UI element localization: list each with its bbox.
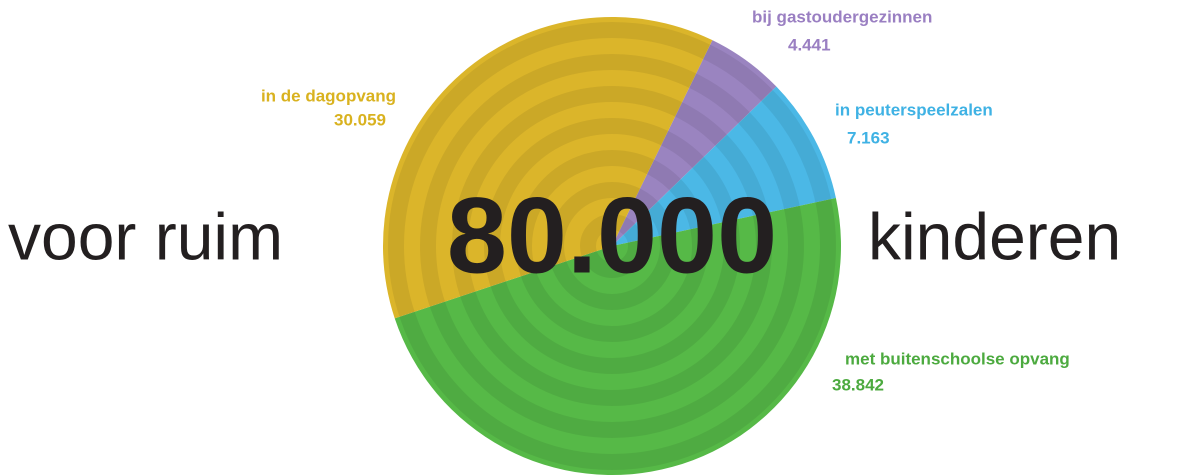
- slice-label: in peuterspeelzalen: [835, 100, 993, 119]
- wedge: [383, 17, 713, 319]
- ring: [580, 214, 644, 278]
- text-right: kinderen: [868, 199, 1121, 273]
- wedge: [612, 40, 777, 246]
- ring: [452, 86, 772, 406]
- ring: [516, 150, 708, 342]
- slice-label: met buitenschoolse opvang: [845, 349, 1070, 368]
- ring: [548, 182, 676, 310]
- wedge: [394, 197, 841, 475]
- slice-value: 4.441: [788, 35, 831, 54]
- slice-value: 38.842: [832, 375, 884, 394]
- slice-label: bij gastoudergezinnen: [752, 7, 932, 26]
- slice-value: 30.059: [334, 110, 386, 129]
- ring-overlay: [388, 22, 836, 470]
- total-label: 80.000: [447, 175, 777, 296]
- text-left: voor ruim: [8, 199, 283, 273]
- pie: [383, 17, 841, 475]
- ring: [484, 118, 740, 374]
- slice-value: 7.163: [847, 128, 890, 147]
- ring: [420, 54, 804, 438]
- slice-label: in de dagopvang: [261, 86, 396, 105]
- wedge: [612, 86, 836, 246]
- ring: [388, 22, 836, 470]
